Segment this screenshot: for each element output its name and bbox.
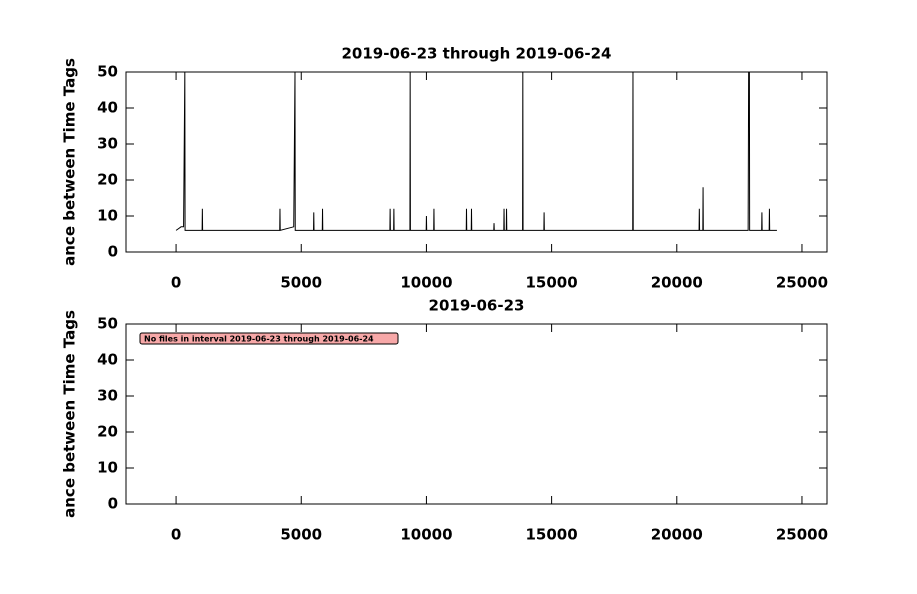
x-tick-label: 5000 [280, 526, 322, 544]
x-tick-label: 0 [171, 274, 181, 292]
y-tick-label: 50 [97, 315, 118, 333]
x-tick-label: 10000 [400, 526, 452, 544]
y-tick-label: 0 [108, 243, 118, 261]
plot-frame [125, 323, 828, 505]
y-tick-label: 20 [97, 423, 118, 441]
x-tick-label: 15000 [526, 274, 578, 292]
annotation: No files in interval 2019-06-23 through … [139, 332, 399, 345]
chart-title: 2019-06-23 through 2019-06-24 [342, 45, 612, 63]
y-tick-label: 30 [97, 135, 118, 153]
plot-frame [125, 71, 828, 253]
x-tick-label: 25000 [776, 526, 828, 544]
y-tick-label: 50 [97, 63, 118, 81]
y-tick-label: 30 [97, 387, 118, 405]
annotation-text: No files in interval 2019-06-23 through … [144, 335, 374, 344]
y-tick-label: 40 [97, 351, 118, 369]
chart-title: 2019-06-23 [429, 297, 525, 315]
y-tick-label: 0 [108, 495, 118, 513]
x-tick-label: 5000 [280, 274, 322, 292]
x-tick-label: 15000 [526, 526, 578, 544]
y-tick-label: 20 [97, 171, 118, 189]
x-tick-label: 10000 [400, 274, 452, 292]
x-tick-label: 20000 [651, 274, 703, 292]
data-line [175, 71, 777, 232]
y-tick-label: 40 [97, 99, 118, 117]
y-tick-label: 10 [97, 459, 118, 477]
x-tick-label: 0 [171, 526, 181, 544]
x-tick-label: 25000 [776, 274, 828, 292]
y-axis-label: ance between Time Tags [61, 58, 79, 266]
y-tick-label: 10 [97, 207, 118, 225]
annotation-box [139, 332, 399, 345]
y-axis-label: ance between Time Tags [61, 310, 79, 518]
x-tick-label: 20000 [651, 526, 703, 544]
